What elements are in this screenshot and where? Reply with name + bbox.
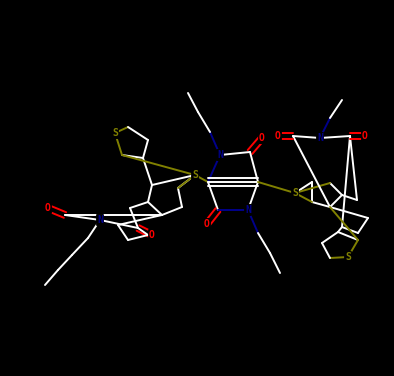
- Text: N: N: [245, 205, 251, 215]
- Text: O: O: [259, 133, 265, 143]
- Text: S: S: [112, 128, 118, 138]
- Text: S: S: [345, 252, 351, 262]
- Text: O: O: [45, 203, 51, 213]
- Text: O: O: [275, 131, 281, 141]
- Text: S: S: [192, 170, 198, 180]
- Text: N: N: [317, 133, 323, 143]
- Text: S: S: [292, 188, 298, 198]
- Text: N: N: [97, 215, 103, 225]
- Text: O: O: [204, 219, 210, 229]
- Text: O: O: [149, 230, 155, 240]
- Text: N: N: [217, 150, 223, 160]
- Text: O: O: [362, 131, 368, 141]
